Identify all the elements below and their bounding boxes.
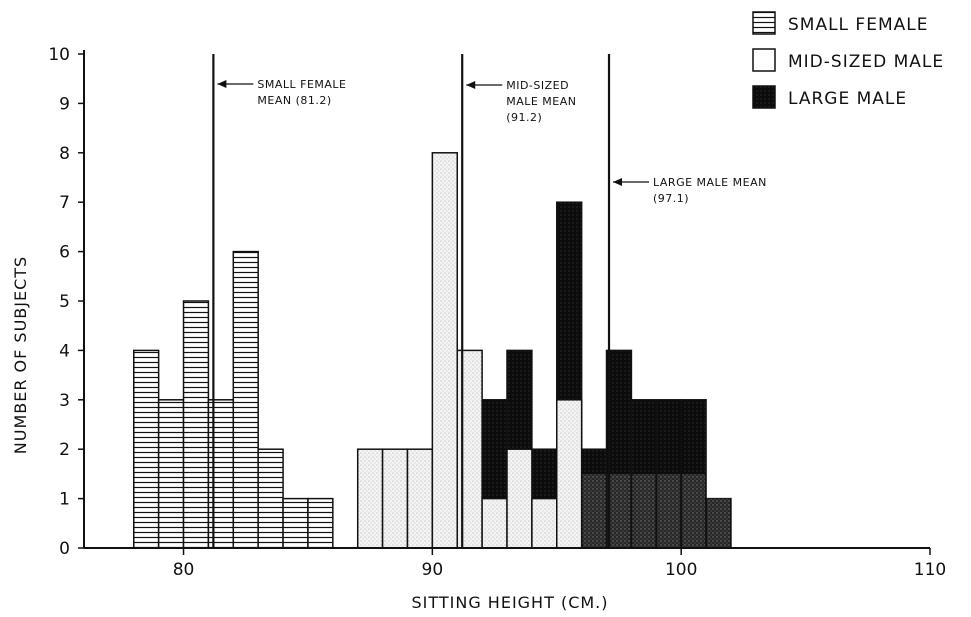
bar-mid-sized-male [356,448,384,549]
bar-large-male-shading [607,473,631,547]
mean-annotation: LARGE MALE MEAN [653,176,767,189]
bar-large-male-shading [582,473,606,547]
y-tick-label: 3 [59,391,70,411]
bar-mid-sized-male [481,497,508,549]
bar-small-female [207,399,235,549]
mean-arrow-head [466,81,476,89]
bars-layer [133,152,732,549]
mean-annotation: MEAN (81.2) [257,94,331,107]
bar-large-male-shading [707,498,730,547]
y-tick-label: 10 [48,45,70,65]
x-tick-label: 100 [665,560,697,580]
bar-large-male-shading [632,473,656,547]
y-tick-label: 2 [59,440,70,460]
bar-small-female [307,497,334,549]
bar-mid-sized-male [406,448,434,549]
y-tick-label: 9 [59,94,70,114]
bar-small-female [157,399,185,549]
x-axis-title: SITTING HEIGHT (CM.) [411,593,608,612]
x-tick-label: 80 [173,560,195,580]
bar-large-male-shading [657,473,681,547]
bar-small-female [282,497,309,549]
bar-mid-sized-male [456,349,483,549]
bar-mid-sized-male [431,152,458,549]
mean-arrow-head [613,178,623,186]
y-axis-title: NUMBER OF SUBJECTS [11,256,30,454]
y-tick-label: 8 [59,144,70,164]
bar-mid-sized-male [531,497,558,549]
bar-mid-sized-male [556,399,583,549]
y-axis-ticks: 0 1 2 3 4 5 6 7 8 9 10 [48,45,84,559]
bar-large-male-shading [682,473,706,547]
bar-mid-sized-male [506,448,533,549]
y-tick-label: 0 [59,539,70,559]
y-tick-label: 4 [59,341,70,361]
mean-lines-layer: SMALL FEMALE MEAN (81.2) MID-SIZED MALE MEA… [212,54,767,548]
y-tick-label: 7 [59,193,70,213]
y-tick-label: 6 [59,243,70,263]
x-tick-label: 90 [422,560,444,580]
mean-annotation: MALE MEAN [506,95,576,108]
bar-small-female [182,300,210,549]
legend-swatch-large-male [752,85,776,109]
legend: SMALL FEMALE MID-SIZED MALE LARGE MALE [752,11,944,109]
x-tick-label: 110 [914,560,946,580]
legend-swatch-small-female [752,11,776,35]
mean-arrow-head [217,80,227,88]
y-tick-label: 1 [59,490,70,510]
mean-annotation: (97.1) [653,192,689,205]
legend-label-mid-sized-male: MID-SIZED MALE [788,52,944,72]
mean-annotation: SMALL FEMALE [257,78,346,91]
mean-annotation: (91.2) [506,111,542,124]
bar-small-female [232,250,259,549]
axes: 80 90 100 110 0 1 2 3 4 5 6 7 8 9 10 [48,45,946,580]
legend-label-small-female: SMALL FEMALE [788,15,928,35]
legend-label-large-male: LARGE MALE [788,89,907,109]
bar-small-female [133,349,160,549]
bar-small-female [257,448,284,549]
mean-annotation: MID-SIZED [506,79,569,92]
bar-mid-sized-male [381,448,409,549]
y-tick-label: 5 [59,292,70,312]
x-axis-ticks: 80 90 100 110 [173,548,946,580]
legend-swatch-mid-sized-male [752,48,776,72]
